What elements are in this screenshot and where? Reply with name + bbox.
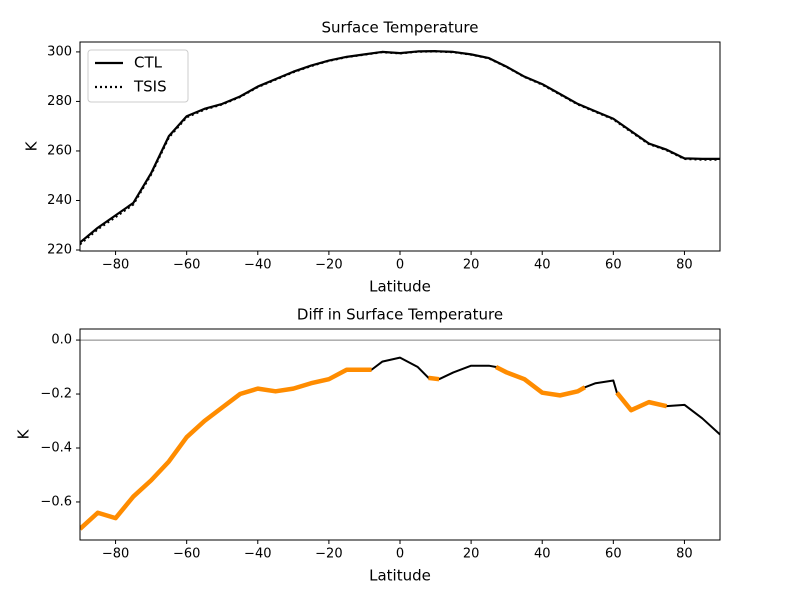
data-line bbox=[80, 365, 668, 531]
chart-title: Surface Temperature bbox=[322, 19, 479, 37]
plot-frame bbox=[79, 328, 721, 541]
y-tick-label: 280 bbox=[47, 94, 72, 109]
x-tick-label: −80 bbox=[102, 258, 129, 273]
y-axis-label: K bbox=[15, 428, 33, 439]
x-tick-label: 60 bbox=[605, 547, 622, 562]
x-tick-label: 0 bbox=[396, 547, 404, 562]
y-axis-label: K bbox=[23, 140, 41, 151]
x-tick-label: −60 bbox=[173, 258, 200, 273]
y-tick-label: 260 bbox=[47, 143, 72, 158]
data-line bbox=[80, 356, 720, 530]
x-tick-label: 20 bbox=[463, 547, 480, 562]
y-tick-label: 300 bbox=[47, 44, 72, 59]
chart-title: Diff in Surface Temperature bbox=[297, 306, 503, 324]
y-tick-label: −0.4 bbox=[40, 440, 72, 455]
x-tick-label: −20 bbox=[315, 258, 342, 273]
legend: CTL TSIS bbox=[87, 49, 189, 103]
x-tick-label: −20 bbox=[315, 547, 342, 562]
x-tick-label: 0 bbox=[396, 258, 404, 273]
plot-frame bbox=[79, 41, 721, 252]
x-tick-label: 40 bbox=[534, 547, 551, 562]
x-tick-label: −80 bbox=[102, 547, 129, 562]
x-axis-label: Latitude bbox=[369, 567, 431, 585]
y-tick-label: 240 bbox=[47, 193, 72, 208]
x-tick-label: 40 bbox=[534, 258, 551, 273]
x-tick-label: 20 bbox=[463, 258, 480, 273]
x-tick-label: 60 bbox=[605, 258, 622, 273]
x-axis-label: Latitude bbox=[369, 278, 431, 296]
y-tick-label: 220 bbox=[47, 243, 72, 258]
x-tick-label: −40 bbox=[244, 258, 271, 273]
legend-label: TSIS bbox=[133, 78, 167, 96]
legend-label: CTL bbox=[134, 54, 163, 72]
x-tick-label: 80 bbox=[676, 547, 693, 562]
x-tick-label: 80 bbox=[676, 258, 693, 273]
y-tick-label: 0.0 bbox=[51, 333, 72, 348]
x-tick-label: −60 bbox=[173, 547, 200, 562]
x-tick-label: −40 bbox=[244, 547, 271, 562]
data-line bbox=[80, 50, 720, 244]
y-tick-label: −0.2 bbox=[40, 387, 72, 402]
y-tick-label: −0.6 bbox=[40, 494, 72, 509]
